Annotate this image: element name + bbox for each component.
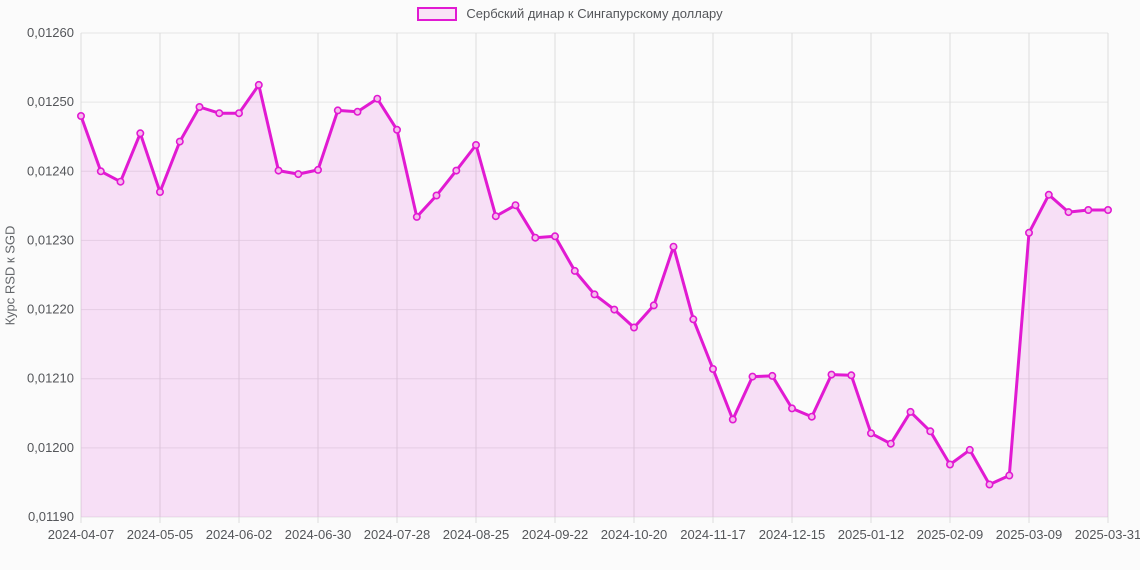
data-point-marker[interactable] <box>728 415 737 424</box>
data-point-marker[interactable] <box>471 141 480 150</box>
data-point-marker[interactable] <box>945 460 954 469</box>
data-point-marker[interactable] <box>827 370 836 379</box>
x-tick-label: 2024-06-30 <box>285 527 352 542</box>
data-point-marker[interactable] <box>807 412 816 421</box>
data-point-marker[interactable] <box>708 364 717 373</box>
y-tick-label: 0,01200 <box>27 440 74 455</box>
data-point-marker[interactable] <box>550 232 559 241</box>
y-tick-label: 0,01210 <box>27 371 74 386</box>
data-point-marker[interactable] <box>353 107 362 116</box>
data-point-marker[interactable] <box>412 212 421 221</box>
x-tick-label: 2024-05-05 <box>127 527 194 542</box>
data-point-marker[interactable] <box>886 439 895 448</box>
chart-legend[interactable]: Сербский динар к Сингапурскому доллару <box>0 6 1140 21</box>
data-point-marker[interactable] <box>432 191 441 200</box>
legend-series-label: Сербский динар к Сингапурскому доллару <box>466 6 723 21</box>
y-tick-label: 0,01190 <box>28 509 74 524</box>
data-point-marker[interactable] <box>768 371 777 380</box>
data-point-marker[interactable] <box>1044 190 1053 199</box>
x-tick-label: 2024-08-25 <box>443 527 510 542</box>
data-point-marker[interactable] <box>136 129 145 138</box>
data-point-marker[interactable] <box>866 429 875 438</box>
y-axis-title: Курс RSD к SGD <box>2 225 18 326</box>
data-point-marker[interactable] <box>116 177 125 186</box>
y-tick-label: 0,01220 <box>27 302 74 317</box>
data-point-marker[interactable] <box>629 323 638 332</box>
series-area-fill <box>81 84 1108 518</box>
x-tick-label: 2025-03-09 <box>996 527 1063 542</box>
x-tick-label: 2025-03-31 <box>1075 527 1140 542</box>
data-point-marker[interactable] <box>965 445 974 454</box>
data-point-marker[interactable] <box>1084 206 1093 215</box>
x-tick-label: 2024-10-20 <box>601 527 668 542</box>
data-point-marker[interactable] <box>570 266 579 275</box>
data-point-marker[interactable] <box>333 106 342 115</box>
x-tick-label: 2024-09-22 <box>522 527 589 542</box>
data-point-marker[interactable] <box>491 212 500 221</box>
data-point-marker[interactable] <box>511 201 520 210</box>
data-point-marker[interactable] <box>175 137 184 146</box>
data-point-marker[interactable] <box>649 301 658 310</box>
x-tick-label: 2024-06-02 <box>206 527 273 542</box>
x-tick-label: 2025-01-12 <box>838 527 905 542</box>
y-tick-label: 0,01260 <box>27 25 74 40</box>
data-point-marker[interactable] <box>215 109 224 118</box>
data-point-marker[interactable] <box>373 94 382 103</box>
data-point-marker[interactable] <box>77 112 86 121</box>
data-point-marker[interactable] <box>195 103 204 112</box>
data-point-marker[interactable] <box>926 427 935 436</box>
legend-series-swatch-icon <box>417 6 458 21</box>
x-tick-label: 2025-02-09 <box>917 527 984 542</box>
data-point-marker[interactable] <box>392 125 401 134</box>
data-point-marker[interactable] <box>452 166 461 175</box>
y-tick-label: 0,01240 <box>27 163 74 178</box>
data-point-marker[interactable] <box>1005 471 1014 480</box>
y-tick-label: 0,01250 <box>27 94 74 109</box>
data-point-marker[interactable] <box>96 167 105 176</box>
data-point-marker[interactable] <box>590 290 599 299</box>
data-point-marker[interactable] <box>254 80 263 89</box>
data-point-marker[interactable] <box>787 404 796 413</box>
data-point-marker[interactable] <box>1025 228 1034 237</box>
data-point-marker[interactable] <box>313 165 322 174</box>
data-point-marker[interactable] <box>847 371 856 380</box>
data-point-marker[interactable] <box>669 242 678 251</box>
data-point-marker[interactable] <box>748 372 757 381</box>
x-tick-label: 2024-04-07 <box>48 527 115 542</box>
x-tick-label: 2024-07-28 <box>364 527 431 542</box>
data-point-marker[interactable] <box>274 166 283 175</box>
data-point-marker[interactable] <box>531 233 540 242</box>
data-point-marker[interactable] <box>156 188 165 197</box>
x-tick-label: 2024-11-17 <box>680 527 746 542</box>
data-point-marker[interactable] <box>1104 206 1113 215</box>
y-tick-label: 0,01230 <box>27 232 74 247</box>
x-tick-label: 2024-12-15 <box>759 527 826 542</box>
data-point-marker[interactable] <box>610 305 619 314</box>
data-point-marker[interactable] <box>294 170 303 179</box>
data-point-marker[interactable] <box>985 480 994 489</box>
data-point-marker[interactable] <box>906 407 915 416</box>
data-point-marker[interactable] <box>689 315 698 324</box>
data-point-marker[interactable] <box>235 109 244 118</box>
data-point-marker[interactable] <box>1064 208 1073 217</box>
